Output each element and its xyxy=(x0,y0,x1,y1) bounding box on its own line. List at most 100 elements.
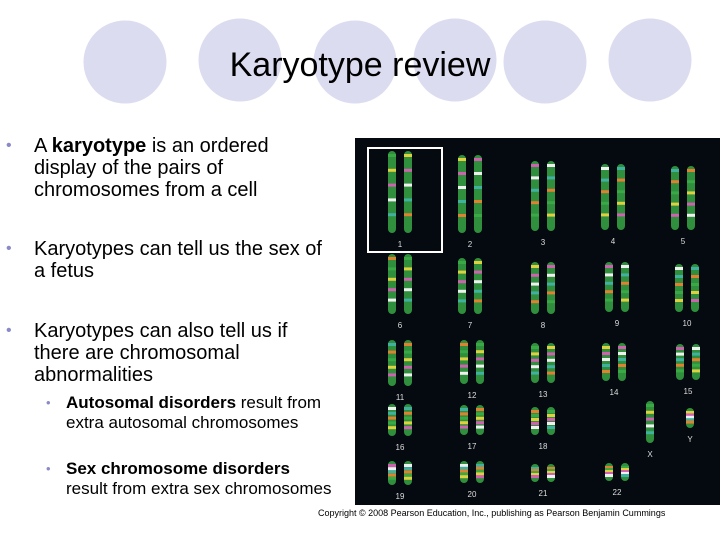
chromosome-band xyxy=(621,466,629,469)
chromosome-band xyxy=(646,417,654,421)
chromosome-band xyxy=(547,265,555,268)
chromosome-band xyxy=(692,369,700,373)
chromosome-label: 5 xyxy=(681,237,686,246)
chromosome-band xyxy=(605,470,613,473)
chromosome-band xyxy=(605,265,613,268)
chromosome-band xyxy=(618,352,626,355)
chromosome-band xyxy=(388,343,396,346)
chromosome-band xyxy=(460,412,468,416)
chromosome-label: 9 xyxy=(615,319,620,328)
chromosome-band xyxy=(458,270,466,274)
chromosome-band xyxy=(531,410,539,413)
chromosome-band xyxy=(460,343,468,346)
chromosome-band xyxy=(618,370,626,373)
chromosome-band xyxy=(547,164,555,167)
chromosome xyxy=(531,262,539,314)
chromosome-band xyxy=(404,350,412,354)
chromosome-band xyxy=(617,167,625,170)
chromosome-band xyxy=(547,213,555,217)
chromosome-band xyxy=(531,475,539,478)
chromosome-band xyxy=(460,416,468,420)
decor-circle xyxy=(78,15,172,109)
chromosome-band xyxy=(476,421,484,425)
chromosome-band xyxy=(476,464,484,467)
bullet: • Autosomal disorders result from extra a… xyxy=(46,393,336,433)
chromosome-band xyxy=(460,469,468,473)
chromosome-band xyxy=(686,411,694,414)
chromosome-label: X xyxy=(647,450,653,459)
chromosome-band xyxy=(671,213,679,217)
chromosome-band xyxy=(531,346,539,349)
chromosome-band xyxy=(547,473,555,476)
chromosome-band xyxy=(602,364,610,367)
chromosome-band xyxy=(601,167,609,170)
chromosome xyxy=(474,155,482,233)
bullet-marker: • xyxy=(6,322,12,339)
chromosome-band xyxy=(531,471,539,474)
chromosome-band xyxy=(388,350,396,354)
chromosome-band xyxy=(388,267,396,271)
chromosome-band xyxy=(388,168,396,172)
decor-circle xyxy=(308,15,402,109)
chromosome xyxy=(404,340,412,386)
chromosome-band xyxy=(460,371,468,375)
chromosome-band xyxy=(476,466,484,470)
chromosome-band xyxy=(474,214,482,217)
chromosome-band xyxy=(531,291,539,295)
highlight-box xyxy=(367,147,443,253)
chromosome-band xyxy=(404,426,412,430)
chromosome-label: 8 xyxy=(541,321,546,330)
chromosome-band xyxy=(547,273,555,277)
chromosome xyxy=(605,262,613,312)
chromosome-band xyxy=(531,352,539,356)
chromosome-band xyxy=(621,470,629,473)
chromosome-band xyxy=(646,410,654,414)
chromosome-band xyxy=(404,267,412,271)
chromosome xyxy=(474,258,482,314)
chromosome-band xyxy=(547,422,555,425)
chromosome-band xyxy=(547,471,555,474)
chromosome-band xyxy=(601,213,609,217)
chromosome-band xyxy=(601,178,609,182)
chromosome-label: 2 xyxy=(468,240,473,249)
chromosome xyxy=(617,164,625,230)
chromosome-band xyxy=(621,281,629,285)
chromosome-band xyxy=(404,467,412,471)
chromosome-band xyxy=(531,418,539,421)
chromosome-band xyxy=(476,364,484,368)
chromosome-band xyxy=(621,474,629,477)
chromosome-band xyxy=(474,172,482,175)
chromosome-band xyxy=(458,186,466,189)
chromosome-band xyxy=(547,282,555,286)
chromosome-band xyxy=(531,176,539,180)
chromosome-band xyxy=(404,183,412,187)
chromosome-band xyxy=(602,352,610,355)
bullet-text: Karyotypes can also tell us if there are… xyxy=(34,320,288,386)
chromosome-band xyxy=(605,273,613,277)
chromosome-band xyxy=(388,407,396,410)
chromosome-band xyxy=(676,369,684,373)
chromosome-band xyxy=(388,416,396,420)
chromosome-band xyxy=(676,347,684,350)
chromosome xyxy=(547,161,555,231)
chromosome-band xyxy=(676,363,684,367)
chromosome-band xyxy=(388,277,396,281)
chromosome-band xyxy=(388,154,396,157)
chromosome-label: 7 xyxy=(468,321,473,330)
chromosome-band xyxy=(476,412,484,416)
chromosome-band xyxy=(686,418,694,422)
chromosome xyxy=(691,264,699,312)
chromosome-band xyxy=(646,404,654,407)
bullet-marker: • xyxy=(46,461,51,476)
chromosome-band xyxy=(404,473,412,477)
chromosome-band xyxy=(474,299,482,303)
chromosome-band xyxy=(404,213,412,217)
chromosome-band xyxy=(531,282,539,286)
chromosome-band xyxy=(531,213,539,217)
chromosome-band xyxy=(617,178,625,182)
chromosome-band xyxy=(404,421,412,425)
chromosome-band xyxy=(404,470,412,474)
chromosome-band xyxy=(460,408,468,411)
chromosome xyxy=(388,254,396,314)
